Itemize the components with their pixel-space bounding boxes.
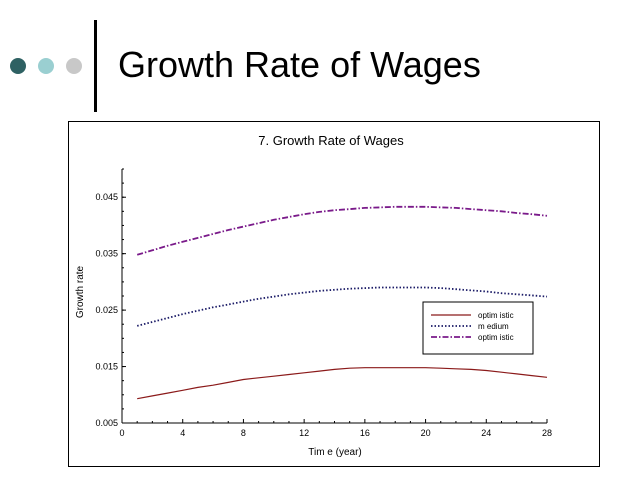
slide-title: Growth Rate of Wages xyxy=(118,44,481,85)
axes: 0 4 8 12 16 20 24 28 0.005 0.015 0.025 0.035 0.045 xyxy=(95,168,552,438)
dot-gray xyxy=(66,58,82,74)
dot-dark xyxy=(10,58,26,74)
legend-label-3: optim istic xyxy=(478,333,514,342)
x-tick-label: 24 xyxy=(481,428,491,438)
line-chart: 7. Growth Rate of Wages Growth rate Tim … xyxy=(75,133,552,458)
chart-frame: 7. Growth Rate of Wages Growth rate Tim … xyxy=(68,121,600,467)
chart-title: 7. Growth Rate of Wages xyxy=(258,133,404,148)
x-tick-label: 0 xyxy=(119,428,124,438)
y-tick-label: 0.005 xyxy=(95,418,118,428)
x-tick-label: 16 xyxy=(360,428,370,438)
series-line-2 xyxy=(136,286,548,327)
slide-bullet-dots xyxy=(10,58,84,76)
legend-box xyxy=(422,301,534,355)
x-tick-label: 8 xyxy=(241,428,246,438)
dot-light xyxy=(38,58,54,74)
x-tick-label: 12 xyxy=(299,428,309,438)
series-layer xyxy=(136,205,548,400)
x-tick-label: 20 xyxy=(421,428,431,438)
x-tick-label: 4 xyxy=(180,428,185,438)
legend-label-2: m edium xyxy=(478,322,509,331)
y-tick-label: 0.035 xyxy=(95,249,118,259)
y-tick-label: 0.045 xyxy=(95,192,118,202)
x-axis-label: Tim e (year) xyxy=(308,447,362,458)
x-tick-label: 28 xyxy=(542,428,552,438)
legend: optim istic m edium optim istic xyxy=(422,301,534,355)
y-tick-label: 0.015 xyxy=(95,362,118,372)
series-line-3 xyxy=(136,205,548,256)
series-line-1 xyxy=(137,367,548,400)
y-axis-label: Growth rate xyxy=(75,265,86,318)
title-divider xyxy=(94,20,97,112)
legend-label-1: optim istic xyxy=(478,311,514,320)
y-tick-label: 0.025 xyxy=(95,305,118,315)
